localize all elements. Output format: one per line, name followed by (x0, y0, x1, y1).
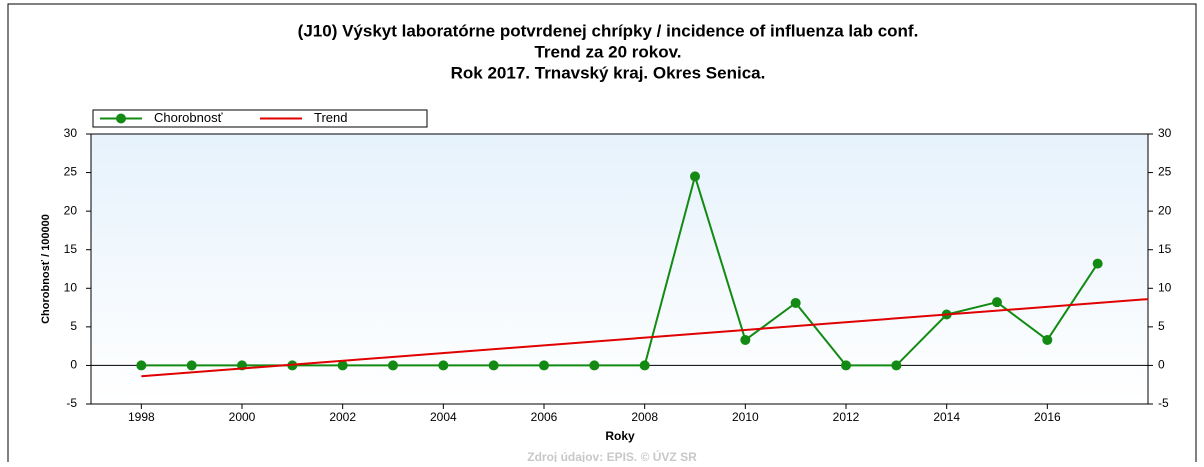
y2-tick-label: 10 (1158, 280, 1172, 294)
y2-tick-label: 5 (1158, 319, 1165, 333)
series-line (141, 298, 1149, 378)
source: Zdroj údajov: EPIS. © ÚVZ SR (527, 449, 697, 462)
y2-tick-label: -5 (1158, 396, 1169, 410)
y-tick-label: 5 (70, 319, 77, 333)
y2-tick-label: 0 (1158, 358, 1165, 372)
plot-area (90, 133, 1149, 405)
marker (488, 360, 499, 371)
x-tick-label: 2008 (631, 410, 658, 424)
y2-tick-label: 20 (1158, 203, 1172, 217)
marker (388, 360, 398, 371)
marker (186, 360, 197, 371)
title-line: (J10) Výskyt laboratórne potvrdenej chrí… (298, 21, 919, 40)
x-axis-label: Roky (605, 429, 635, 443)
marker (740, 334, 751, 345)
y2-tick-label: 25 (1158, 165, 1172, 179)
marker (891, 360, 902, 371)
frame (7, 3, 1197, 467)
y-tick-label: 10 (64, 280, 78, 294)
x-tick-label: 2002 (329, 410, 356, 424)
marker (1042, 334, 1053, 345)
marker (1092, 258, 1103, 269)
marker (136, 360, 147, 371)
marker (589, 360, 600, 371)
y2-tick-label: 30 (1158, 126, 1172, 140)
title-line: Rok 2017. Trnavský kraj. Okres Senica. (451, 63, 766, 82)
x-tick-label: 2010 (732, 410, 759, 424)
marker (438, 360, 449, 371)
y-tick-label: 25 (64, 165, 78, 179)
y-tick-label: 0 (70, 358, 77, 372)
x-tick-label: 2006 (531, 410, 558, 424)
marker (841, 360, 851, 371)
x-tick-label: 2000 (229, 410, 256, 424)
title-line: Trend za 20 rokov. (534, 42, 681, 61)
marker (790, 297, 801, 308)
marker (690, 171, 700, 182)
series-line (141, 172, 1099, 367)
y-tick-label: 20 (64, 203, 78, 217)
legend-label: Chorobnosť (154, 110, 223, 125)
y-tick-label: 15 (64, 242, 78, 256)
y-axis-label: Chorobnosť / 100000 (40, 214, 52, 324)
marker (539, 360, 549, 371)
x-tick-label: 1998 (128, 410, 155, 424)
marker (337, 360, 348, 371)
y-tick-label: 30 (64, 126, 78, 140)
marker (992, 297, 1002, 308)
y-tick-label: -5 (66, 396, 77, 410)
y2-tick-label: 15 (1158, 242, 1172, 256)
x-tick-label: 2014 (933, 410, 960, 424)
legend-label: Trend (314, 110, 347, 125)
x-tick-label: 2016 (1034, 410, 1061, 424)
x-tick-label: 2004 (430, 410, 457, 424)
marker (639, 360, 650, 371)
legend-marker (116, 113, 126, 124)
x-tick-label: 2012 (833, 410, 860, 424)
